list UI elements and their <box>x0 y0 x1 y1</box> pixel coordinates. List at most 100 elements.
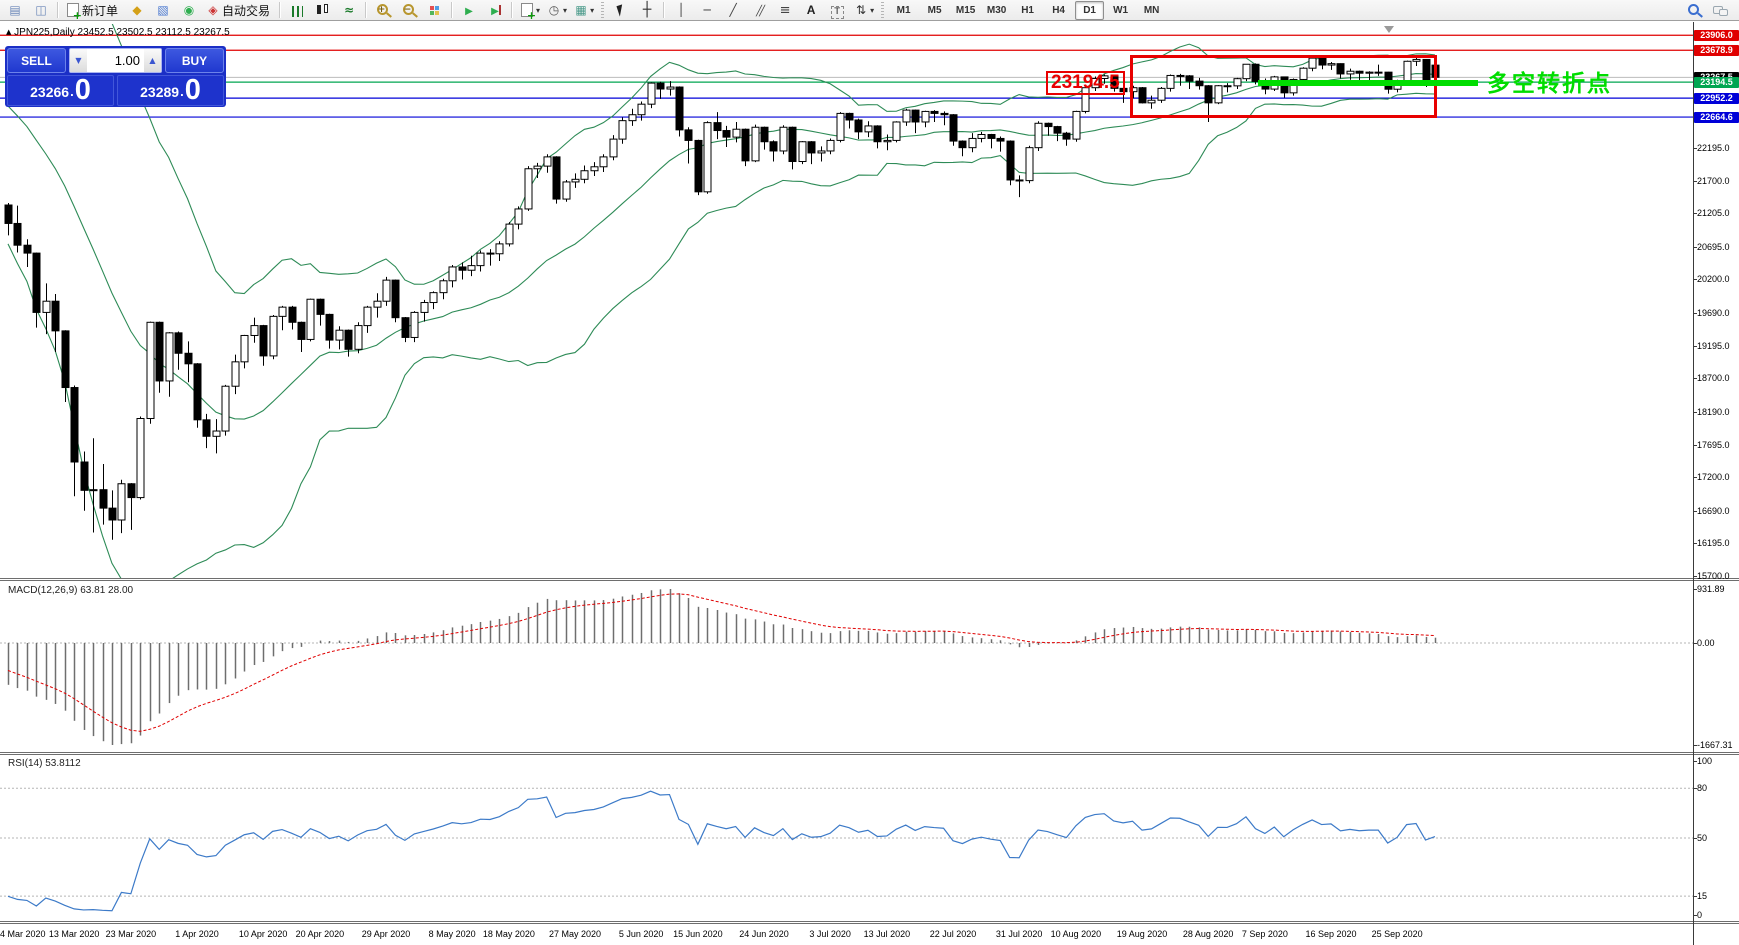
auto-trading-button[interactable]: 自动交易 <box>203 0 275 20</box>
clock-icon <box>546 2 562 18</box>
sell-button[interactable]: SELL <box>7 48 66 73</box>
chevron-down-icon[interactable]: ▾ <box>590 5 595 15</box>
bar-chart-mode-button[interactable] <box>285 0 309 20</box>
timeframe-M30[interactable]: M30 <box>986 4 1007 16</box>
preset-icon <box>573 2 589 18</box>
toolbar-separator <box>57 2 59 18</box>
timeframe-H1[interactable]: H1 <box>1021 4 1034 16</box>
mag-window-icon <box>33 2 49 18</box>
signals-button[interactable] <box>177 0 201 20</box>
new-order-button[interactable]: 新订单 <box>63 0 123 21</box>
chevron-down-icon[interactable]: ▾ <box>563 5 568 15</box>
zoom-in-button[interactable]: + <box>371 0 395 20</box>
crosshair-button[interactable] <box>635 0 659 20</box>
cursor-button[interactable] <box>609 0 633 20</box>
win-blue-icon <box>155 2 171 18</box>
buy-button[interactable]: BUY <box>165 48 224 73</box>
auto-scroll-button[interactable] <box>457 0 481 20</box>
chevron-down-icon[interactable]: ▾ <box>870 5 875 15</box>
cursor-icon <box>613 2 629 18</box>
window-icon <box>7 2 23 18</box>
price-tag-annotation[interactable]: 23194.5 <box>1046 71 1125 95</box>
toolbar-separator <box>279 2 282 18</box>
signal-icon <box>181 2 197 18</box>
search-icon <box>1686 2 1702 18</box>
timeframe-M15[interactable]: M15 <box>955 4 976 16</box>
periods-button[interactable]: ▾ <box>544 0 569 20</box>
autoscroll-icon <box>461 2 477 18</box>
rsi-indicator-label: RSI(14) 53.8112 <box>8 758 81 769</box>
chevron-down-icon[interactable]: ▾ <box>536 5 541 15</box>
community-chat-button[interactable] <box>1708 0 1732 20</box>
candlestick-mode-button[interactable] <box>311 0 335 20</box>
toolbar-separator <box>663 2 666 18</box>
volume-down-button[interactable]: ▼ <box>70 49 87 72</box>
search-button[interactable] <box>1682 0 1706 20</box>
fibonacci-tool-button[interactable] <box>773 0 797 20</box>
line-chart-mode-button[interactable] <box>337 0 361 20</box>
collapse-marker-icon[interactable]: ▲ <box>6 28 12 36</box>
horizontal-line-tool-button[interactable] <box>695 0 719 20</box>
toolbar-separator <box>511 2 514 18</box>
fibo-icon <box>777 2 793 18</box>
robot-icon <box>205 2 221 18</box>
chart-upload-button[interactable] <box>151 0 175 20</box>
buy-price-display[interactable]: 23289 . 0 <box>117 75 224 106</box>
timeframe-M5[interactable]: M5 <box>927 4 942 16</box>
sell-price-main: 23266 <box>30 84 70 100</box>
toolbar-separator <box>365 2 368 18</box>
tiles-icon <box>427 2 443 18</box>
data-window-button[interactable] <box>29 0 53 20</box>
timeframe-M1[interactable]: M1 <box>896 4 911 16</box>
toolbar-separator <box>451 2 454 18</box>
charts-panel-button[interactable] <box>3 0 27 20</box>
new-chart-button[interactable]: ▾ <box>517 0 542 21</box>
arrows-icon <box>853 2 869 18</box>
bars-icon <box>291 5 303 17</box>
vertical-line-tool-button[interactable] <box>669 0 693 20</box>
linechart-icon <box>341 2 357 18</box>
zoom-out-button[interactable]: − <box>397 0 421 20</box>
chart-shift-button[interactable] <box>483 0 507 20</box>
textT-icon: T <box>830 2 844 19</box>
chart-title: ▲ JPN225,Daily 23452.5 23502.5 23112.5 2… <box>6 27 230 38</box>
highlight-rectangle[interactable] <box>1130 55 1437 118</box>
timeframe-H4[interactable]: H4 <box>1052 4 1065 16</box>
doc-icon <box>65 2 82 21</box>
buy-price-main: 23289 <box>140 84 180 100</box>
toolbar-grip[interactable] <box>601 2 605 18</box>
text-label-tool-button[interactable]: T <box>825 0 849 20</box>
chat-icon <box>1712 2 1728 18</box>
textA-icon <box>803 2 819 18</box>
timeframe-MN[interactable]: MN <box>1143 4 1160 16</box>
timeframe-D1[interactable]: D1 <box>1075 0 1105 20</box>
toolbar-right-group <box>1681 0 1733 20</box>
chart-shift-marker-icon[interactable] <box>1384 26 1394 33</box>
tile-windows-button[interactable] <box>423 0 447 20</box>
volume-stepper: ▼ 1.00 ▲ <box>69 48 162 73</box>
one-click-trading-panel: SELL ▼ 1.00 ▲ BUY 23266 . 0 23289 . 0 <box>5 46 226 107</box>
volume-input[interactable]: 1.00 <box>87 49 144 72</box>
auto-trading-label: 自动交易 <box>222 3 271 18</box>
toolbar: 新订单 自动交易 +− ▾ ▾ ▾ T ▾ M1 M5 M15 M30 H1 H4 D1 W1 MN <box>0 0 1739 21</box>
channel-icon <box>751 2 767 18</box>
trendline-tool-button[interactable] <box>721 0 745 20</box>
chartshift-icon <box>487 2 503 18</box>
profiles-button[interactable]: ▾ <box>571 0 596 20</box>
sell-price-display[interactable]: 23266 . 0 <box>7 75 114 106</box>
zoomout-icon: − <box>401 2 417 18</box>
text-tool-button[interactable] <box>799 0 823 20</box>
chart-title-ohlc: 23452.5 23502.5 23112.5 23267.5 <box>77 27 230 38</box>
zoomin-icon: + <box>375 2 391 18</box>
metaeditor-button[interactable] <box>125 0 149 20</box>
toolbar-grip[interactable] <box>881 2 885 18</box>
crosshair-icon <box>639 2 655 18</box>
trend-segment[interactable] <box>1258 80 1478 86</box>
equidistant-channel-tool-button[interactable] <box>747 0 771 20</box>
hline-icon <box>699 2 715 18</box>
arrows-tool-button[interactable]: ▾ <box>851 0 876 20</box>
timeframe-W1[interactable]: W1 <box>1113 4 1129 16</box>
trend-annotation-text[interactable]: 多空转折点 <box>1487 70 1612 96</box>
volume-up-button[interactable]: ▲ <box>144 49 161 72</box>
